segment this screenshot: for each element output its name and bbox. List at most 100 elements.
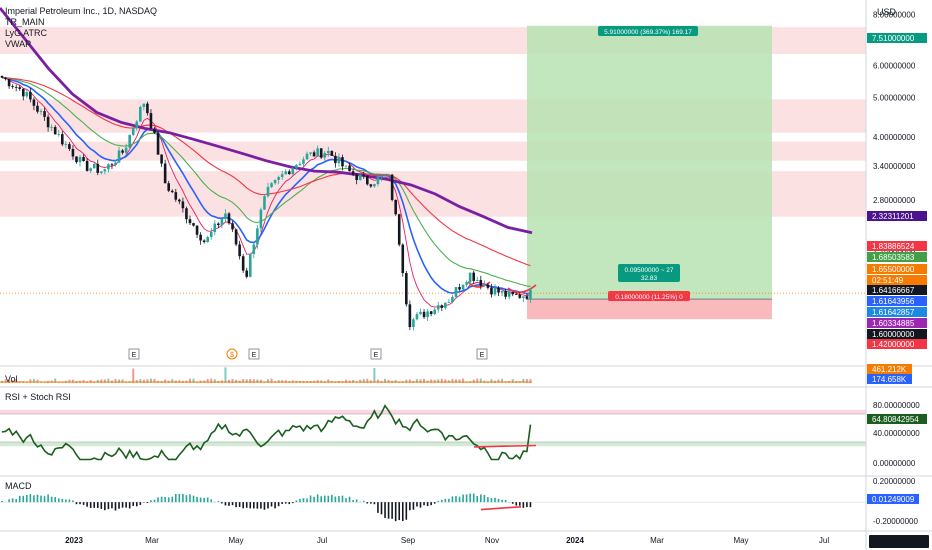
macd-histogram-bar (306, 498, 308, 503)
macd-histogram-bar (238, 502, 241, 507)
candle-body (309, 152, 312, 154)
macd-histogram-bar (54, 497, 56, 503)
candle-body (68, 144, 71, 150)
macd-histogram-bar (355, 499, 358, 503)
candle-body (32, 99, 36, 106)
macd-histogram-bar (253, 502, 255, 509)
macd-histogram-bar (182, 493, 184, 503)
candle-body (451, 296, 454, 303)
price-tick: 2.80000000 (873, 196, 916, 205)
macd-histogram-bar (522, 502, 525, 508)
position-tool: 5.91000000 (369.37%) 169.17 0.09500000 ~ … (527, 25, 772, 320)
macd-histogram-bar (472, 493, 475, 503)
volume-pane (0, 367, 532, 383)
macd-histogram-bar (146, 502, 149, 504)
candle-body (131, 128, 135, 135)
volume-bar (139, 379, 142, 383)
volume-bar (135, 379, 138, 383)
macd-histogram-bar (462, 494, 464, 503)
price-badge-label: 1.42000000 (872, 340, 915, 349)
macd-histogram-bar (398, 502, 401, 521)
candle-body (124, 147, 128, 153)
rsi-pane-title[interactable]: RSI + Stoch RSI (5, 392, 71, 402)
candle-body (447, 302, 451, 303)
volume-bar (4, 379, 7, 383)
volume-bar (68, 379, 71, 383)
candle-body (295, 165, 298, 169)
macd-histogram-bar (111, 502, 113, 509)
candle-body (121, 150, 124, 153)
macd-histogram-bar (469, 493, 471, 503)
candle-body (4, 77, 7, 80)
candle-body (429, 311, 433, 315)
macd-histogram-bar (256, 502, 259, 509)
candle-body (397, 214, 401, 245)
candle-body (376, 177, 380, 185)
target-label-bg (598, 26, 698, 36)
macd-histogram-bar (263, 502, 266, 510)
candle-body (518, 294, 522, 298)
volume-bar (153, 378, 156, 383)
price-badge-label: 1.68503583 (872, 253, 915, 262)
volume-bar (430, 379, 433, 383)
volume-bar (476, 378, 479, 383)
indicator-tr-main[interactable]: TR_MAIN (5, 17, 45, 27)
target-zone (527, 25, 772, 300)
macd-histogram-bar (203, 497, 205, 503)
macd-histogram-bar (419, 502, 422, 508)
volume-bar (171, 379, 174, 383)
volume-bar (437, 379, 440, 383)
macd-histogram-bar (79, 502, 81, 505)
macd-histogram-bar (18, 495, 21, 503)
macd-pane-title[interactable]: MACD (5, 481, 32, 491)
macd-histogram-bar (157, 497, 159, 503)
vol-pane-title[interactable]: Vol (5, 374, 18, 384)
candle-body (60, 134, 64, 145)
macd-histogram-bar (437, 500, 440, 503)
macd-histogram-bar (231, 502, 234, 506)
volume-badge (867, 364, 912, 374)
macd-histogram-bar (164, 497, 166, 503)
macd-histogram-bar (93, 502, 96, 508)
macd-histogram-bar (299, 498, 301, 503)
volume-bar (235, 379, 238, 383)
macd-histogram-bar (96, 502, 99, 508)
candle-body (337, 157, 341, 164)
candle-body (167, 183, 170, 191)
indicator-lyg-atrc[interactable]: LyG ATRC (5, 28, 48, 38)
time-tick: Sep (401, 536, 416, 545)
candle-body (394, 199, 397, 215)
symbol-title[interactable]: Imperial Petroleum Inc., 1D, NASDAQ (5, 6, 158, 16)
candle-body (36, 105, 39, 112)
earnings-marker-label: E (374, 352, 379, 359)
candle-body (358, 174, 362, 181)
macd-histogram-bar (26, 495, 28, 503)
candle-body (436, 305, 440, 310)
price-tick: 5.00000000 (873, 94, 916, 103)
candle-body (344, 165, 348, 167)
macd-histogram-bar (160, 496, 163, 503)
candle-body (153, 128, 156, 133)
macd-histogram-bar (526, 502, 528, 508)
macd-histogram-bar (114, 502, 117, 511)
indicator-vwap[interactable]: VWAP (5, 39, 32, 49)
volume-bar (387, 379, 390, 383)
candle-body (39, 111, 43, 112)
volume-bar (359, 379, 362, 383)
vwap-line (0, 7, 533, 235)
candle-body (341, 157, 344, 167)
candle-body (11, 86, 14, 88)
volume-bar (192, 378, 195, 383)
candle-body (64, 144, 68, 145)
macd-histogram-bar (409, 502, 411, 511)
macd-histogram-bar (15, 499, 17, 503)
candle-body (57, 134, 61, 135)
currency-label[interactable]: USD (877, 7, 897, 17)
price-badge (867, 339, 927, 349)
candle-body (206, 237, 210, 243)
macd-histogram-bar (36, 494, 39, 503)
macd-histogram-bar (221, 502, 223, 504)
macd-histogram-bar (1, 501, 3, 503)
macd-histogram-bar (139, 502, 142, 505)
